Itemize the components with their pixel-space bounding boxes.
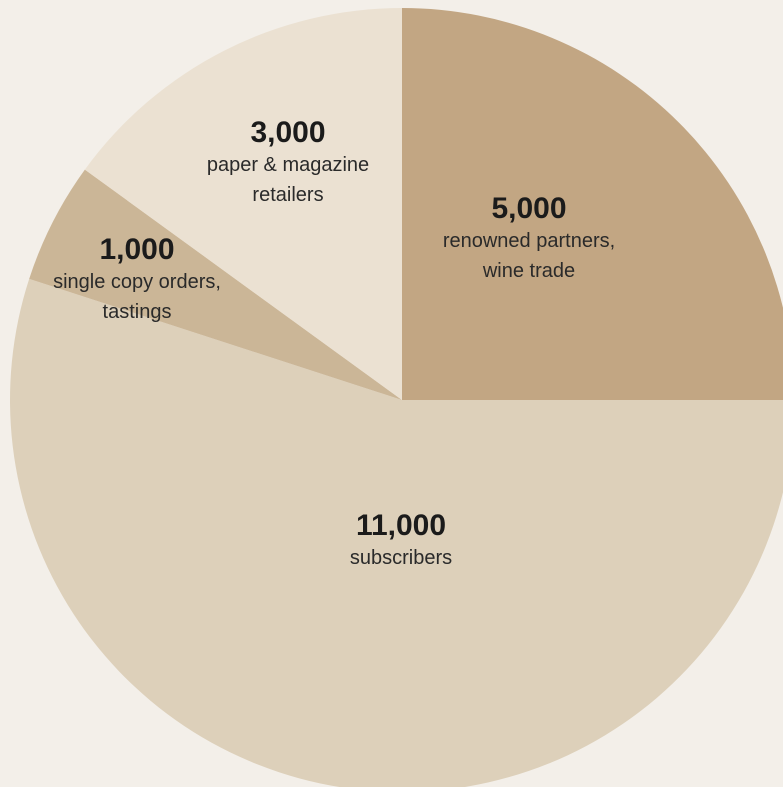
slice-value: 1,000 (99, 233, 175, 266)
slice-desc-line: subscribers (349, 547, 453, 569)
slice-desc-line: retailers (252, 184, 324, 206)
slice-label-partners: 5,000 renowned partners, wine trade (443, 192, 615, 286)
slice-label-subscribers: 11,000 subscribers (350, 509, 452, 573)
slice-desc-line: renowned partners, (442, 230, 616, 252)
pie-slice-single-copy (29, 169, 402, 400)
slice-label-single-copy: 1,000 single copy orders, tastings (53, 233, 221, 327)
slice-desc-line: wine trade (482, 260, 576, 282)
pie-slice-subscribers (10, 278, 783, 787)
slice-value: 5,000 (491, 192, 567, 225)
slice-label-retailers: 3,000 paper & magazine retailers (207, 116, 369, 210)
slice-value: 3,000 (250, 116, 326, 149)
slice-desc-line: paper & magazine (206, 154, 370, 176)
slice-value: 11,000 (355, 509, 447, 542)
pie-slice-partners (402, 8, 783, 400)
slice-desc-line: single copy orders, (53, 271, 221, 293)
pie-slice-retailers (84, 8, 403, 400)
slice-desc-line: tastings (102, 301, 172, 323)
